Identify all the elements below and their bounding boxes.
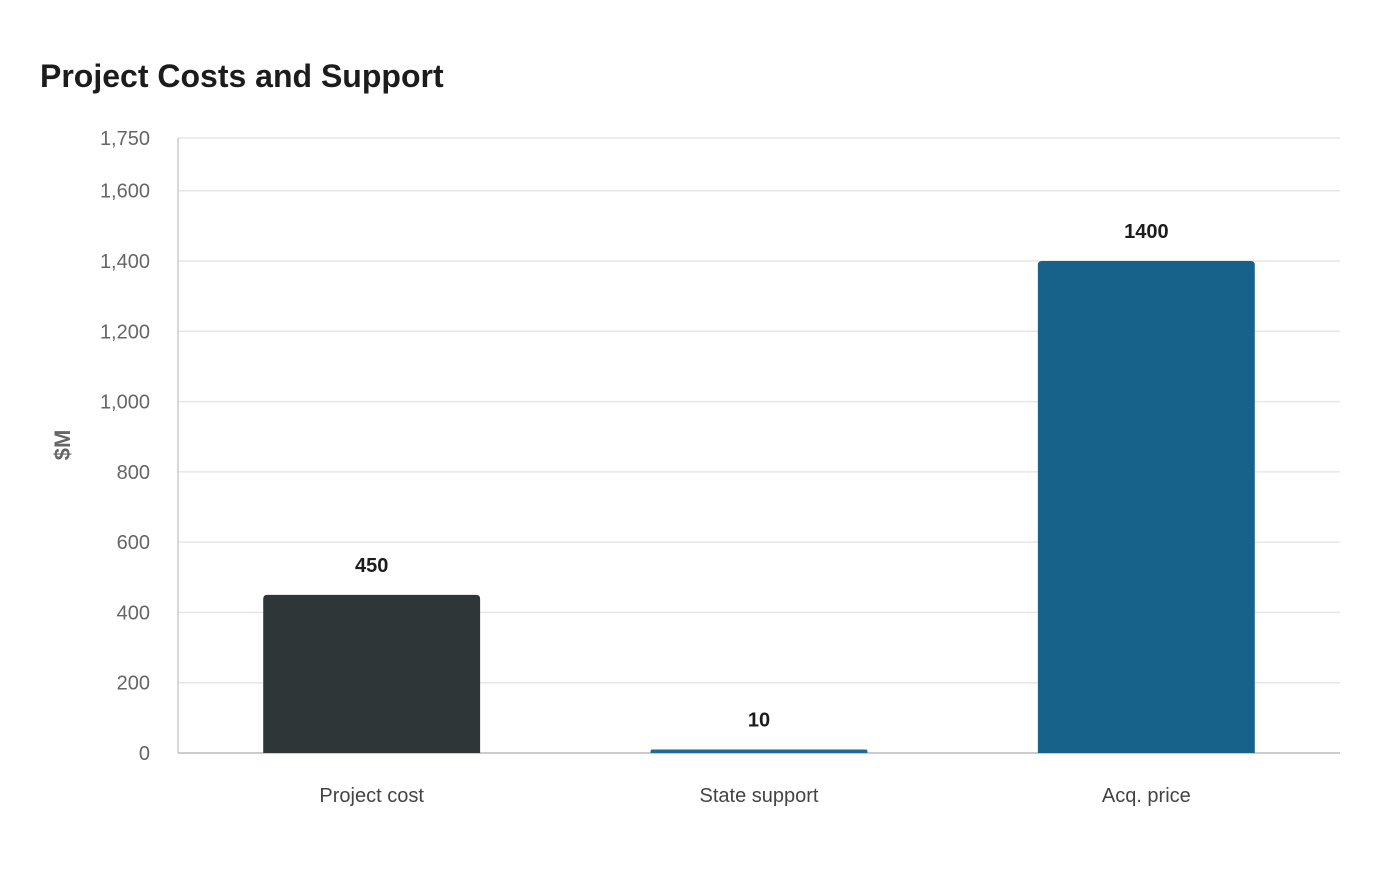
y-tick-label: 1,000	[100, 392, 150, 414]
y-tick-label: 1,200	[100, 321, 150, 343]
y-tick-label: 1,750	[100, 128, 150, 150]
bar-value-label: 450	[355, 555, 388, 577]
chart-title: Project Costs and Support	[40, 58, 444, 94]
y-tick-label: 600	[117, 532, 150, 554]
bar-state-support	[650, 749, 868, 753]
y-tick-label: 800	[117, 462, 150, 484]
y-tick-label: 1,600	[100, 181, 150, 203]
x-category-label: Project cost	[319, 785, 424, 807]
bar-acq-price	[1037, 261, 1255, 753]
y-tick-label: 1,400	[100, 251, 150, 273]
bar-project-cost	[263, 594, 481, 753]
y-tick-label: 400	[117, 602, 150, 624]
y-axis-ticks: 0 200 400 600 800 1,000 1,200 1,400 1,600 1,750	[100, 128, 150, 765]
bar-value-label: 10	[748, 709, 770, 731]
y-tick-label: 0	[139, 743, 150, 765]
x-axis-categories: Project cost State support Acq. price	[319, 785, 1190, 807]
bars	[263, 261, 1255, 753]
bar-value-label: 1400	[1124, 221, 1169, 243]
x-category-label: State support	[700, 785, 819, 807]
y-axis-title: $M	[50, 430, 75, 461]
y-tick-label: 200	[117, 673, 150, 695]
x-category-label: Acq. price	[1102, 785, 1191, 807]
data-labels: 450 10 1400	[355, 221, 1169, 731]
